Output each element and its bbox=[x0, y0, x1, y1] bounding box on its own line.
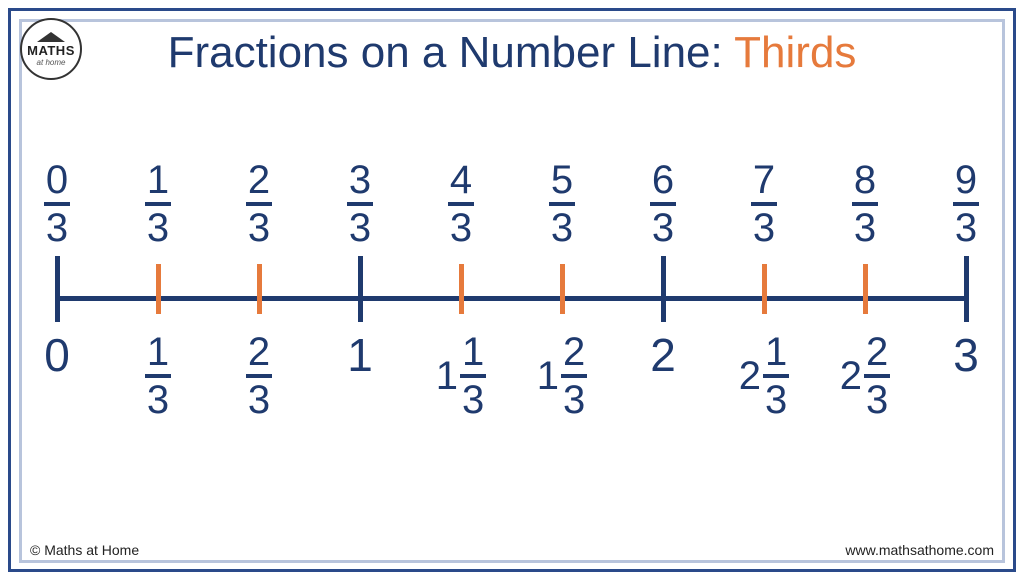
top-fraction: 03 bbox=[44, 160, 70, 248]
tick-0: 03 0 bbox=[11, 160, 103, 378]
top-fraction: 93 bbox=[953, 160, 979, 248]
minor-tick bbox=[156, 264, 161, 314]
bottom-label: 1 bbox=[347, 332, 373, 378]
major-tick bbox=[661, 256, 666, 322]
logo-text-main: MATHS bbox=[27, 43, 75, 58]
title-accent: Thirds bbox=[734, 28, 856, 77]
number-line-diagram: 0301313232333143113531236327321383223933 bbox=[55, 160, 967, 490]
logo-text-sub: at home bbox=[37, 58, 66, 67]
tick-8: 83 223 bbox=[819, 160, 911, 420]
bottom-label: 123 bbox=[537, 332, 588, 420]
major-tick bbox=[358, 256, 363, 322]
top-fraction: 43 bbox=[448, 160, 474, 248]
tick-6: 63 2 bbox=[617, 160, 709, 378]
major-tick bbox=[964, 256, 969, 322]
top-fraction: 53 bbox=[549, 160, 575, 248]
tick-7: 73 213 bbox=[718, 160, 810, 420]
logo: MATHS at home bbox=[20, 18, 82, 80]
tick-1: 13 13 bbox=[112, 160, 204, 420]
tick-9: 93 3 bbox=[920, 160, 1012, 378]
bottom-label: 0 bbox=[44, 332, 70, 378]
tick-2: 23 23 bbox=[213, 160, 305, 420]
top-fraction: 83 bbox=[852, 160, 878, 248]
minor-tick bbox=[257, 264, 262, 314]
minor-tick bbox=[560, 264, 565, 314]
major-tick bbox=[55, 256, 60, 322]
page-title: Fractions on a Number Line: Thirds bbox=[0, 28, 1024, 78]
url-text: www.mathsathome.com bbox=[845, 542, 994, 558]
tick-4: 43 113 bbox=[415, 160, 507, 420]
minor-tick bbox=[459, 264, 464, 314]
tick-3: 33 1 bbox=[314, 160, 406, 378]
bottom-label: 223 bbox=[840, 332, 891, 420]
bottom-label: 2 bbox=[650, 332, 676, 378]
logo-roof-icon bbox=[37, 32, 65, 42]
bottom-label: 213 bbox=[739, 332, 790, 420]
top-fraction: 13 bbox=[145, 160, 171, 248]
top-fraction: 33 bbox=[347, 160, 373, 248]
minor-tick bbox=[863, 264, 868, 314]
bottom-label: 113 bbox=[436, 332, 487, 420]
top-fraction: 73 bbox=[751, 160, 777, 248]
bottom-label: 13 bbox=[145, 332, 171, 420]
bottom-label: 3 bbox=[953, 332, 979, 378]
minor-tick bbox=[762, 264, 767, 314]
copyright-text: © Maths at Home bbox=[30, 542, 139, 558]
tick-5: 53 123 bbox=[516, 160, 608, 420]
bottom-label: 23 bbox=[246, 332, 272, 420]
top-fraction: 63 bbox=[650, 160, 676, 248]
title-main: Fractions on a Number Line: bbox=[168, 28, 735, 77]
top-fraction: 23 bbox=[246, 160, 272, 248]
